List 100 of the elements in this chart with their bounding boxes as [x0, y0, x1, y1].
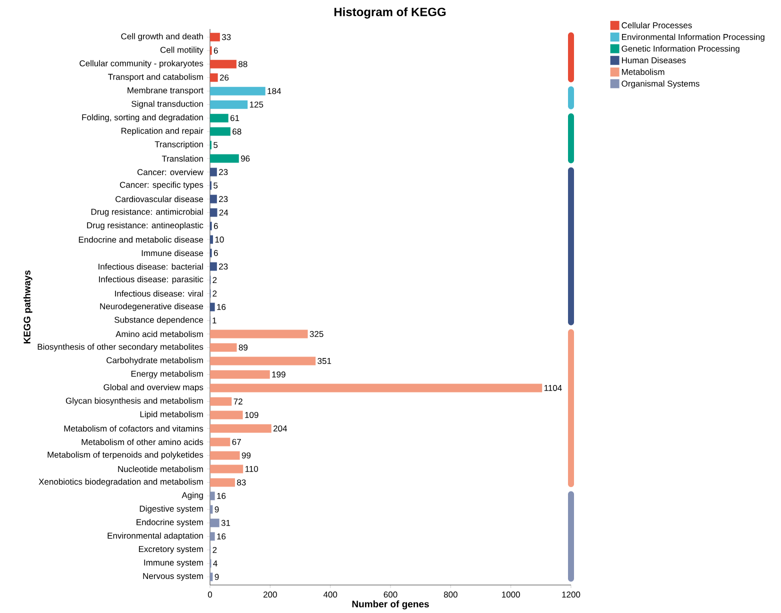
y-tick-label: Nucleotide metabolism	[118, 466, 203, 472]
y-tick-label: Energy metabolism	[131, 370, 203, 378]
x-tick-label: 0	[208, 592, 212, 598]
chart-title: Histogram of KEGG	[334, 7, 446, 19]
x-tick-label: 1000	[502, 592, 520, 598]
bar	[210, 154, 239, 163]
y-tick-label: Infectious disease: viral	[115, 290, 203, 297]
bar	[210, 235, 214, 244]
bar	[210, 370, 270, 379]
bar	[210, 356, 316, 366]
y-tick-label: Transport and catabolism	[108, 74, 203, 82]
bar	[210, 208, 218, 217]
data-label: 6	[214, 223, 218, 230]
data-label: 88	[238, 61, 248, 68]
y-tick-label: Neurodegenerative disease	[100, 303, 204, 311]
y-tick-label: Transcription	[154, 141, 203, 150]
y-tick-label: Excretory system	[138, 546, 203, 554]
data-label: 16	[217, 304, 226, 310]
y-tick-label: Cancer: overview	[137, 168, 204, 176]
bar	[210, 100, 248, 109]
data-label: 89	[238, 344, 248, 350]
legend-label: Organismal Systems	[622, 80, 700, 88]
data-label: 325	[310, 330, 324, 337]
data-label: 23	[219, 196, 228, 202]
y-tick-label: Aging	[182, 492, 203, 500]
bar	[210, 127, 230, 136]
bar	[210, 194, 217, 204]
data-label: 9	[214, 574, 219, 580]
bar	[210, 384, 542, 392]
bar	[210, 518, 220, 528]
data-label: 61	[230, 115, 240, 122]
legend-label: Genetic Information Processing	[622, 45, 740, 54]
bar	[210, 168, 217, 176]
bar	[210, 410, 243, 420]
bar	[210, 262, 217, 271]
y-tick-label: Drug resistance: antineoplastic	[87, 222, 204, 230]
bar	[210, 397, 232, 406]
y-tick-label: Cardiovascular disease	[116, 196, 204, 202]
data-label: 83	[237, 479, 246, 486]
y-tick-label: Membrane transport	[128, 87, 204, 96]
data-label: 184	[268, 88, 281, 94]
x-axis-title: Number of genes	[352, 600, 429, 610]
data-label: 26	[220, 74, 229, 81]
y-tick-label: Endocrine system	[136, 518, 203, 527]
y-tick-label: Lipid metabolism	[140, 411, 203, 419]
data-label: 16	[217, 492, 226, 499]
y-tick-label: Cell motility	[160, 46, 204, 55]
data-label: 9	[214, 506, 219, 512]
x-tick-label: 800	[444, 592, 458, 598]
y-tick-label: Metabolism of terpenoids and polyketides	[48, 451, 204, 460]
y-tick-label: Immune system	[144, 560, 203, 568]
data-label: 5	[214, 142, 218, 148]
y-tick-label: Cellular community - prokaryotes	[80, 60, 204, 68]
y-tick-label: Infectious disease: bacterial	[98, 263, 203, 270]
x-tick-label: 200	[264, 592, 277, 598]
data-label: 10	[215, 236, 224, 243]
data-label: 68	[232, 128, 242, 135]
legend-label: Cellular Processes	[622, 22, 692, 28]
data-label: 1104	[544, 384, 562, 391]
bar	[210, 424, 272, 433]
y-tick-label: Cancer: specific types	[120, 182, 204, 190]
data-label: 199	[272, 371, 286, 378]
y-tick-label: Infectious disease: parasitic	[99, 276, 204, 284]
data-label: 2	[212, 277, 217, 283]
bar	[210, 114, 228, 122]
y-tick-label: Nervous system	[143, 573, 203, 581]
legend-label: Human Diseases	[622, 57, 686, 64]
data-label: 67	[232, 438, 241, 445]
bar	[210, 478, 235, 487]
y-tick-label: Global and overview maps	[104, 384, 204, 392]
x-tick-label: 1200	[562, 592, 580, 598]
data-label: 99	[242, 452, 251, 458]
bar	[210, 438, 230, 446]
y-tick-label: Environmental adaptation	[108, 532, 203, 540]
bar	[210, 60, 236, 68]
y-tick-label: Endocrine and metabolic disease	[78, 236, 204, 243]
data-label: 1	[212, 318, 216, 324]
bar	[210, 532, 215, 541]
y-axis-title: KEGG pathways	[23, 270, 32, 344]
y-tick-label: Xenobiotics biodegradation and metabolism	[38, 478, 203, 486]
bar	[210, 492, 215, 500]
bar	[210, 451, 240, 460]
data-label: 2	[212, 290, 217, 296]
bar	[210, 330, 308, 338]
data-label: 6	[214, 250, 218, 256]
bar	[210, 73, 218, 82]
y-tick-label: Cell growth and death	[121, 33, 203, 42]
bar	[210, 302, 215, 312]
legend-label: Environmental Information Processing	[622, 34, 764, 42]
y-tick-label: Drug resistance: antimicrobial	[91, 208, 203, 216]
y-tick-label: Translation	[162, 155, 203, 162]
data-label: 5	[214, 182, 218, 189]
data-label: 24	[219, 210, 228, 216]
y-tick-label: Folding, sorting and degradation	[82, 114, 203, 122]
bar	[210, 505, 213, 514]
y-tick-label: Metabolism of cofactors and vitamins	[64, 425, 204, 432]
y-tick-label: Substance dependence	[114, 316, 204, 324]
data-label: 33	[222, 34, 231, 40]
y-tick-label: Immune disease	[142, 250, 204, 256]
data-label: 23	[219, 169, 228, 176]
